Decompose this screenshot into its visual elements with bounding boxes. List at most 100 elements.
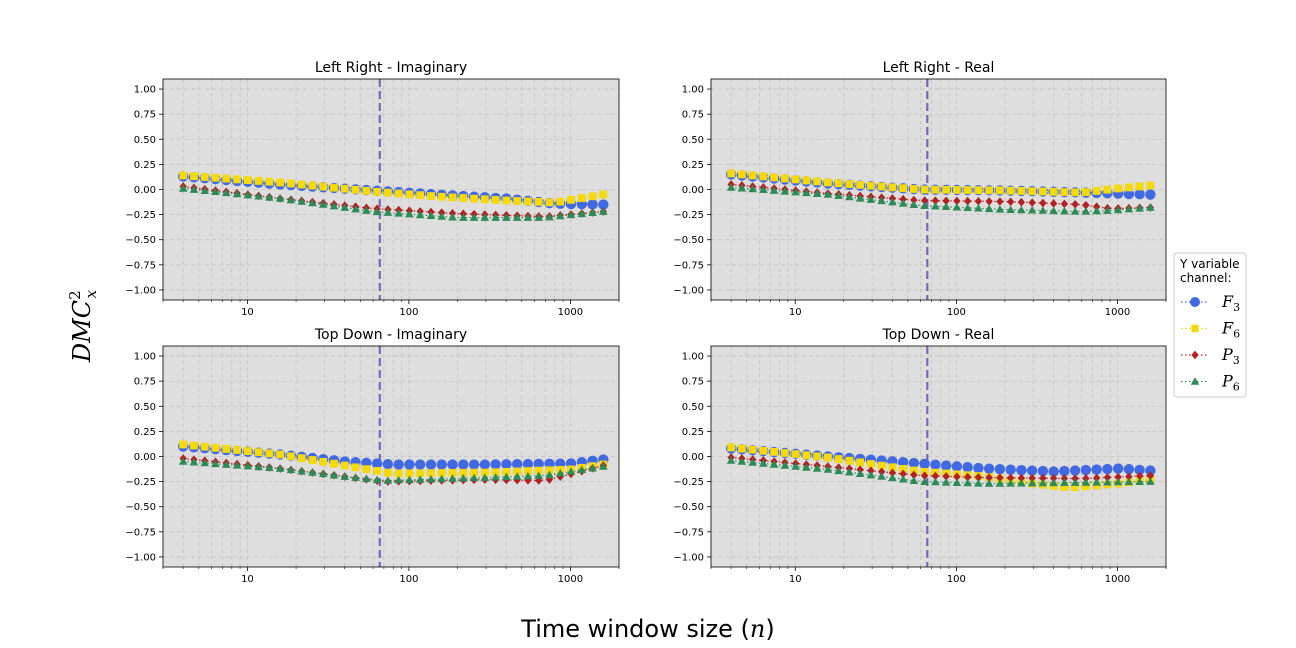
legend-title-line: channel: (1180, 271, 1232, 285)
data-point (200, 186, 210, 194)
data-point (491, 468, 500, 477)
data-point (480, 213, 490, 221)
x-tick-label: 1000 (1105, 574, 1130, 585)
y-tick-label: 0.25 (134, 427, 156, 438)
data-point (415, 475, 425, 483)
x-tick-label: 10 (789, 574, 802, 585)
data-point (480, 468, 489, 477)
data-point (1091, 464, 1102, 475)
data-point (275, 194, 285, 202)
data-point (952, 478, 962, 486)
data-point (1017, 197, 1026, 207)
data-point (556, 197, 565, 206)
data-point (372, 207, 382, 216)
data-point (222, 444, 231, 453)
x-tick-label: 10 (241, 574, 254, 585)
data-point (502, 472, 511, 481)
data-point (555, 468, 565, 477)
y-tick-label: 0.75 (134, 110, 156, 121)
data-point (737, 444, 746, 453)
data-point (963, 472, 972, 482)
data-point (470, 468, 478, 477)
data-point (1006, 473, 1015, 483)
figure-ylabel: DMC2x (66, 289, 100, 363)
y-tick-label: −0.50 (125, 235, 156, 246)
data-point (951, 461, 963, 472)
data-point (823, 178, 832, 187)
data-point (286, 465, 296, 474)
data-point (189, 185, 199, 193)
data-point (909, 466, 918, 475)
data-point (534, 466, 543, 475)
data-point (1028, 198, 1036, 207)
legend-label-base: F (1221, 292, 1234, 311)
data-point (942, 185, 951, 194)
data-point (351, 204, 360, 213)
data-point (448, 212, 457, 221)
legend-marker (1191, 324, 1199, 333)
data-point (200, 458, 210, 467)
data-point (329, 470, 339, 479)
y-tick-label: 0.75 (682, 377, 704, 388)
data-point (1060, 478, 1069, 487)
data-point (1017, 187, 1026, 195)
data-point (1145, 465, 1156, 476)
data-point (953, 196, 961, 206)
data-point (920, 196, 929, 205)
data-point (394, 189, 403, 198)
xlabel-n: n (750, 615, 765, 643)
data-point (930, 459, 941, 470)
data-point (318, 469, 328, 478)
data-point (513, 197, 522, 205)
data-point (802, 188, 811, 197)
data-point (748, 171, 757, 180)
data-point (405, 190, 414, 199)
data-point (941, 202, 951, 211)
data-point (737, 183, 747, 192)
data-point (416, 469, 425, 478)
data-point (265, 193, 274, 201)
y-tick-label: −0.75 (125, 260, 156, 271)
data-point (952, 186, 961, 194)
data-point (963, 203, 972, 212)
data-point (727, 443, 736, 452)
x-tick-label: 100 (399, 574, 418, 585)
data-point (1039, 473, 1047, 483)
y-tick-label: 0.00 (134, 185, 156, 196)
data-point (1103, 206, 1112, 214)
data-point (190, 172, 198, 181)
data-point (1059, 465, 1070, 477)
data-point (373, 187, 382, 196)
data-point (577, 465, 587, 474)
data-point (436, 459, 447, 470)
data-point (845, 192, 854, 201)
data-point (1060, 483, 1069, 492)
data-point (437, 469, 446, 477)
y-tick-label: −1.00 (125, 552, 156, 563)
data-point (888, 197, 897, 206)
data-point (888, 183, 897, 192)
data-point (919, 458, 930, 470)
data-point (178, 184, 188, 192)
y-tick-label: −0.25 (673, 477, 704, 488)
data-point (502, 213, 511, 221)
data-point (1005, 464, 1016, 475)
data-point (973, 462, 984, 474)
data-point (910, 470, 918, 480)
legend-marker (1190, 297, 1200, 307)
data-point (447, 459, 458, 470)
data-point (211, 459, 220, 468)
data-point (480, 195, 489, 204)
data-point (221, 188, 231, 197)
data-point (866, 460, 875, 468)
y-tick-label: 1.00 (682, 85, 704, 96)
subplot-title: Top Down - Imaginary (314, 327, 467, 343)
data-point (243, 461, 253, 470)
data-point (425, 459, 437, 470)
data-point (287, 179, 295, 188)
data-point (1049, 187, 1058, 196)
data-point (1092, 186, 1101, 195)
data-point (877, 467, 886, 477)
data-point (211, 173, 220, 182)
data-point (877, 461, 886, 470)
